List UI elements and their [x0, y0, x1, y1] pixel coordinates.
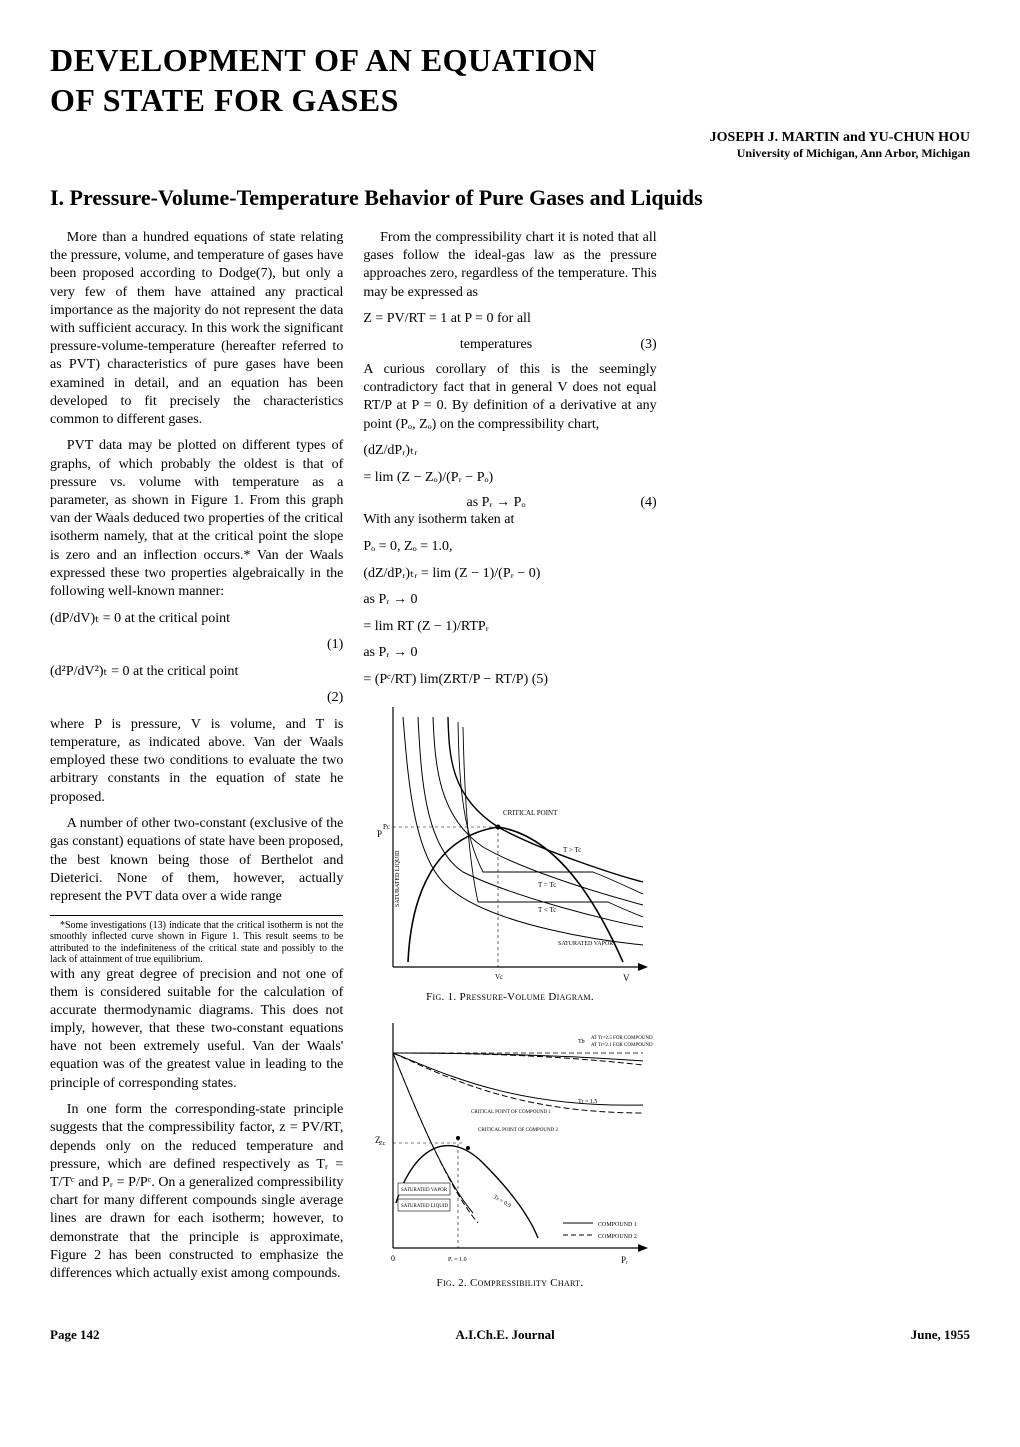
axis-label: V: [623, 973, 630, 983]
section-heading: I. Pressure-Volume-Temperature Behavior …: [50, 185, 970, 211]
equation: (dZ/dPᵣ)ₜᵣ: [363, 442, 656, 460]
equation-number: (1): [50, 636, 343, 654]
equation: (dP/dV)ₜ = 0 at the critical point: [50, 610, 343, 628]
equation: as Pᵣ → 0: [363, 644, 656, 662]
svg-text:CRITICAL POINT OF COMPOUND 1: CRITICAL POINT OF COMPOUND 1: [471, 1110, 552, 1115]
equation: Z = PV/RT = 1 at P = 0 for all: [363, 310, 656, 328]
title-line-2: OF STATE FOR GASES: [50, 82, 399, 118]
svg-text:CRITICAL POINT OF COMPOUND 2: CRITICAL POINT OF COMPOUND 2: [478, 1128, 559, 1133]
footer-right: June, 1955: [911, 1327, 970, 1343]
compressibility-chart-svg: Z Pᵣ 0 Tb AT Tr=2.5 FOR COMPOUND 1 AT Tr…: [363, 1013, 653, 1273]
svg-text:SATURATED LIQUID: SATURATED LIQUID: [395, 850, 401, 907]
svg-text:COMPOUND 1: COMPOUND 1: [598, 1222, 637, 1228]
paragraph: where P is pressure, V is volume, and T …: [50, 716, 343, 807]
equation: Pₒ = 0, Zₒ = 1.0,: [363, 538, 656, 556]
svg-text:CRITICAL POINT: CRITICAL POINT: [503, 809, 558, 817]
page-footer: Page 142 A.I.Ch.E. Journal June, 1955: [50, 1327, 970, 1343]
footer-left: Page 142: [50, 1327, 99, 1343]
svg-text:0: 0: [391, 1254, 395, 1263]
svg-text:Zc: Zc: [379, 1141, 386, 1147]
paragraph: PVT data may be plotted on different typ…: [50, 437, 343, 601]
pv-diagram-svg: P V T > Tc Pc Vc CRITICAL POINT T = Tc T…: [363, 697, 653, 987]
body-columns: More than a hundred equations of state r…: [50, 229, 970, 1309]
affiliation: University of Michigan, Ann Arbor, Michi…: [50, 146, 970, 161]
paragraph: In one form the corresponding-state prin…: [50, 1101, 343, 1283]
svg-text:SATURATED LIQUID: SATURATED LIQUID: [401, 1204, 448, 1209]
svg-text:SATURATED VAPOR: SATURATED VAPOR: [401, 1188, 448, 1193]
page-title: DEVELOPMENT OF AN EQUATION OF STATE FOR …: [50, 40, 970, 120]
paragraph: with any great degree of precision and n…: [50, 966, 343, 1093]
footnote: *Some investigations (13) indicate that …: [50, 915, 343, 966]
paragraph: With any isotherm taken at: [363, 511, 656, 529]
equation: (dZ/dPᵣ)ₜᵣ = lim (Z − 1)/(Pᵣ − 0): [363, 565, 656, 583]
equation: = lim (Z − Zₒ)/(Pᵣ − Pₒ): [363, 469, 656, 487]
svg-text:SATURATED VAPOR: SATURATED VAPOR: [558, 941, 613, 947]
figure-2: Z Pᵣ 0 Tb AT Tr=2.5 FOR COMPOUND 1 AT Tr…: [363, 1013, 656, 1289]
svg-text:COMPOUND 2: COMPOUND 2: [598, 1234, 637, 1240]
svg-text:Pc: Pc: [383, 823, 390, 831]
footer-center: A.I.Ch.E. Journal: [455, 1327, 554, 1343]
equation: = (Pᶜ/RT) lim(ZRT/P − RT/P) (5): [363, 671, 656, 689]
equation: (d²P/dV²)ₜ = 0 at the critical point: [50, 663, 343, 681]
axis-label: P: [377, 829, 382, 839]
paragraph: More than a hundred equations of state r…: [50, 229, 343, 429]
paragraph: A number of other two-constant (exclusiv…: [50, 815, 343, 906]
figure-caption: Fig. 1. Pressure-Volume Diagram.: [363, 991, 656, 1003]
equation-line: as Pᵣ → Pₒ (4): [363, 495, 656, 511]
svg-text:T < Tc: T < Tc: [538, 906, 556, 914]
svg-text:Tb: Tb: [578, 1039, 585, 1045]
svg-text:Pᵣ = 1.0: Pᵣ = 1.0: [448, 1257, 467, 1263]
paragraph: A curious corollary of this is the seemi…: [363, 361, 656, 434]
svg-text:Vc: Vc: [495, 973, 503, 981]
title-line-1: DEVELOPMENT OF AN EQUATION: [50, 42, 597, 78]
equation: = lim RT (Z − 1)/RTPᵣ: [363, 618, 656, 636]
svg-text:AT Tr=2.5 FOR COMPOUND 1: AT Tr=2.5 FOR COMPOUND 1: [591, 1036, 653, 1041]
figure-caption: Fig. 2. Compressibility Chart.: [363, 1277, 656, 1289]
svg-text:Pᵣ: Pᵣ: [621, 1255, 628, 1265]
svg-text:AT Tr=2.1 FOR COMPOUND 2: AT Tr=2.1 FOR COMPOUND 2: [591, 1043, 653, 1048]
svg-text:T = Tc: T = Tc: [538, 881, 556, 889]
paragraph: From the compressibility chart it is not…: [363, 229, 656, 302]
svg-text:T > Tc: T > Tc: [563, 846, 581, 854]
authors: JOSEPH J. MARTIN and YU-CHUN HOU: [50, 130, 970, 146]
equation-number: (2): [50, 689, 343, 707]
figure-1: P V T > Tc Pc Vc CRITICAL POINT T = Tc T…: [363, 697, 656, 1003]
equation: as Pᵣ → 0: [363, 591, 656, 609]
equation-line: temperatures (3): [363, 337, 656, 353]
svg-text:Tr = 1.5: Tr = 1.5: [578, 1099, 597, 1105]
